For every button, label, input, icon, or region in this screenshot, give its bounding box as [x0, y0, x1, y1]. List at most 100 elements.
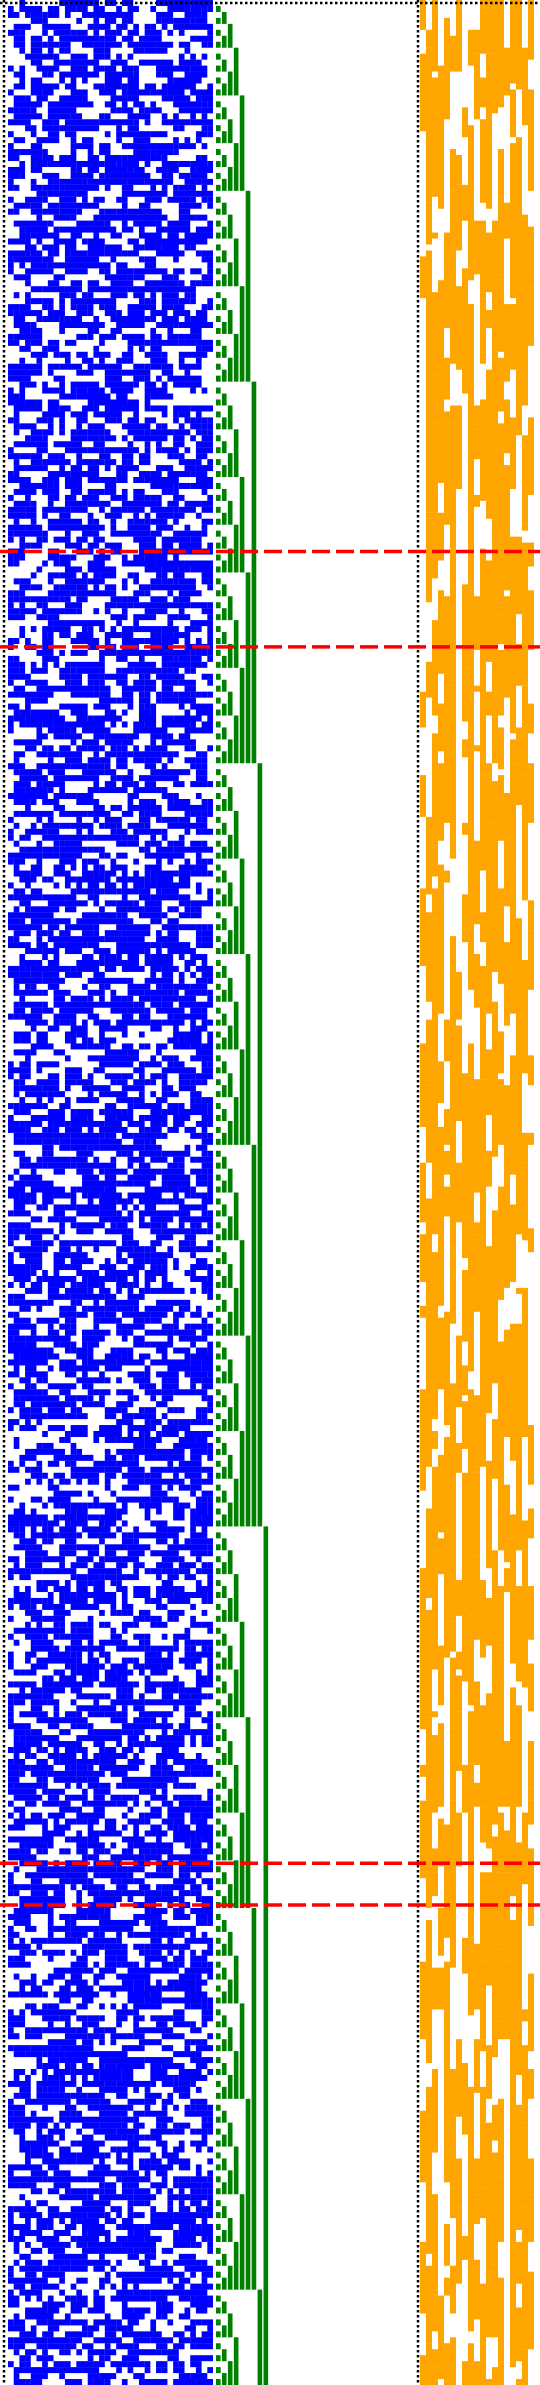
random-bit-run — [53, 2045, 60, 2052]
random-bit-run — [36, 1317, 54, 1324]
random-bit-run — [184, 11, 202, 18]
random-bit-run — [150, 1615, 157, 1622]
random-bit-run — [64, 2021, 71, 2028]
random-bit-run — [93, 1365, 100, 1372]
random-bit-run — [13, 2092, 20, 2099]
random-bit-run — [195, 95, 202, 102]
random-bit-run — [201, 810, 208, 817]
random-bit-run — [150, 1019, 162, 1026]
random-bit-run — [127, 1240, 139, 1247]
random-bit-run — [173, 1466, 185, 1473]
random-bit-run — [93, 691, 100, 698]
counter-bit-run — [216, 1448, 221, 1455]
counter-bit-run — [216, 1019, 221, 1026]
random-bit-run — [201, 2271, 213, 2278]
random-bit-run — [184, 137, 191, 144]
random-bit-run — [82, 11, 111, 18]
random-bit-run — [82, 1383, 88, 1390]
random-bit-run — [30, 2110, 37, 2117]
random-bit-run — [138, 310, 145, 317]
random-bit-run — [184, 995, 196, 1002]
random-bit-run — [8, 1061, 14, 1068]
random-bit-run — [53, 190, 77, 197]
random-bit-run — [36, 1991, 43, 1998]
random-bit-run — [59, 1913, 71, 1920]
random-bit-run — [156, 1764, 162, 1771]
random-bit-run — [70, 1836, 83, 1843]
random-bit-run — [144, 178, 174, 185]
random-bit-run — [184, 1913, 191, 1920]
random-bit-run — [167, 1824, 174, 1831]
random-bit-run — [138, 1711, 168, 1718]
random-bit-run — [25, 1925, 37, 1932]
random-bit-run — [127, 65, 134, 72]
random-bit-run — [121, 637, 145, 644]
random-bit-run — [133, 149, 139, 156]
random-bit-run — [195, 1436, 208, 1443]
random-bit-run — [13, 2206, 26, 2213]
random-bit-run — [59, 327, 65, 334]
random-bit-run — [178, 2253, 196, 2260]
random-bit-run — [87, 166, 100, 173]
random-bit-run — [161, 184, 168, 191]
random-bit-run — [173, 989, 179, 996]
random-bit-run — [156, 465, 174, 472]
random-bit-run — [173, 506, 179, 513]
random-bit-run — [144, 2253, 157, 2260]
random-bit-run — [207, 1591, 213, 1598]
random-bit-run — [53, 2086, 60, 2093]
random-bit-run — [156, 1389, 162, 1396]
random-bit-run — [173, 268, 185, 275]
random-bit-run — [36, 2265, 43, 2272]
random-bit-run — [64, 339, 77, 346]
random-bit-run — [87, 1949, 100, 1956]
random-bit-run — [207, 1168, 213, 1175]
random-bit-run — [150, 1091, 157, 1098]
random-bit-run — [150, 1621, 157, 1628]
random-bit-run — [190, 1890, 196, 1897]
random-bit-run — [76, 1896, 83, 1903]
random-bit-run — [53, 1132, 65, 1139]
random-bit-run — [110, 1055, 139, 1062]
random-bit-run — [133, 119, 139, 126]
counter-bit-run — [216, 876, 221, 883]
random-bit-run — [70, 864, 77, 871]
random-bit-run — [190, 900, 213, 907]
random-bit-run — [99, 149, 111, 156]
random-bit-run — [138, 1341, 145, 1348]
random-bit-run — [121, 190, 139, 197]
random-bit-run — [161, 1073, 168, 1080]
random-bit-run — [42, 89, 54, 96]
random-bit-run — [195, 250, 202, 257]
random-bit-run — [13, 894, 37, 901]
random-bit-run — [161, 155, 168, 162]
random-bit-run — [184, 1627, 191, 1634]
random-bit-run — [156, 888, 162, 895]
random-bit-run — [127, 1764, 139, 1771]
random-bit-run — [42, 2283, 60, 2290]
random-bit-run — [110, 2116, 122, 2123]
random-bit-run — [195, 1347, 208, 1354]
random-bit-run — [47, 1699, 60, 1706]
random-bit-run — [173, 1061, 185, 1068]
random-bit-run — [195, 626, 202, 633]
random-bit-run — [150, 107, 162, 114]
random-bit-run — [121, 1597, 128, 1604]
random-bit-run — [195, 131, 208, 138]
random-bit-run — [178, 1502, 185, 1509]
random-bit-run — [13, 2319, 26, 2326]
random-bit-run — [53, 614, 60, 621]
random-bit-run — [161, 715, 174, 722]
random-bit-run — [19, 2331, 37, 2338]
random-bit-run — [104, 733, 128, 740]
random-bit-run — [138, 1723, 151, 1730]
random-bit-run — [133, 518, 145, 525]
random-bit-run — [116, 679, 128, 686]
random-bit-run — [201, 5, 208, 12]
random-bit-run — [201, 1931, 208, 1938]
random-bit-run — [70, 1299, 77, 1306]
random-bit-run — [161, 1568, 174, 1575]
random-bit-run — [99, 268, 105, 275]
random-bit-run — [133, 1180, 151, 1187]
random-bit-run — [150, 2074, 157, 2081]
